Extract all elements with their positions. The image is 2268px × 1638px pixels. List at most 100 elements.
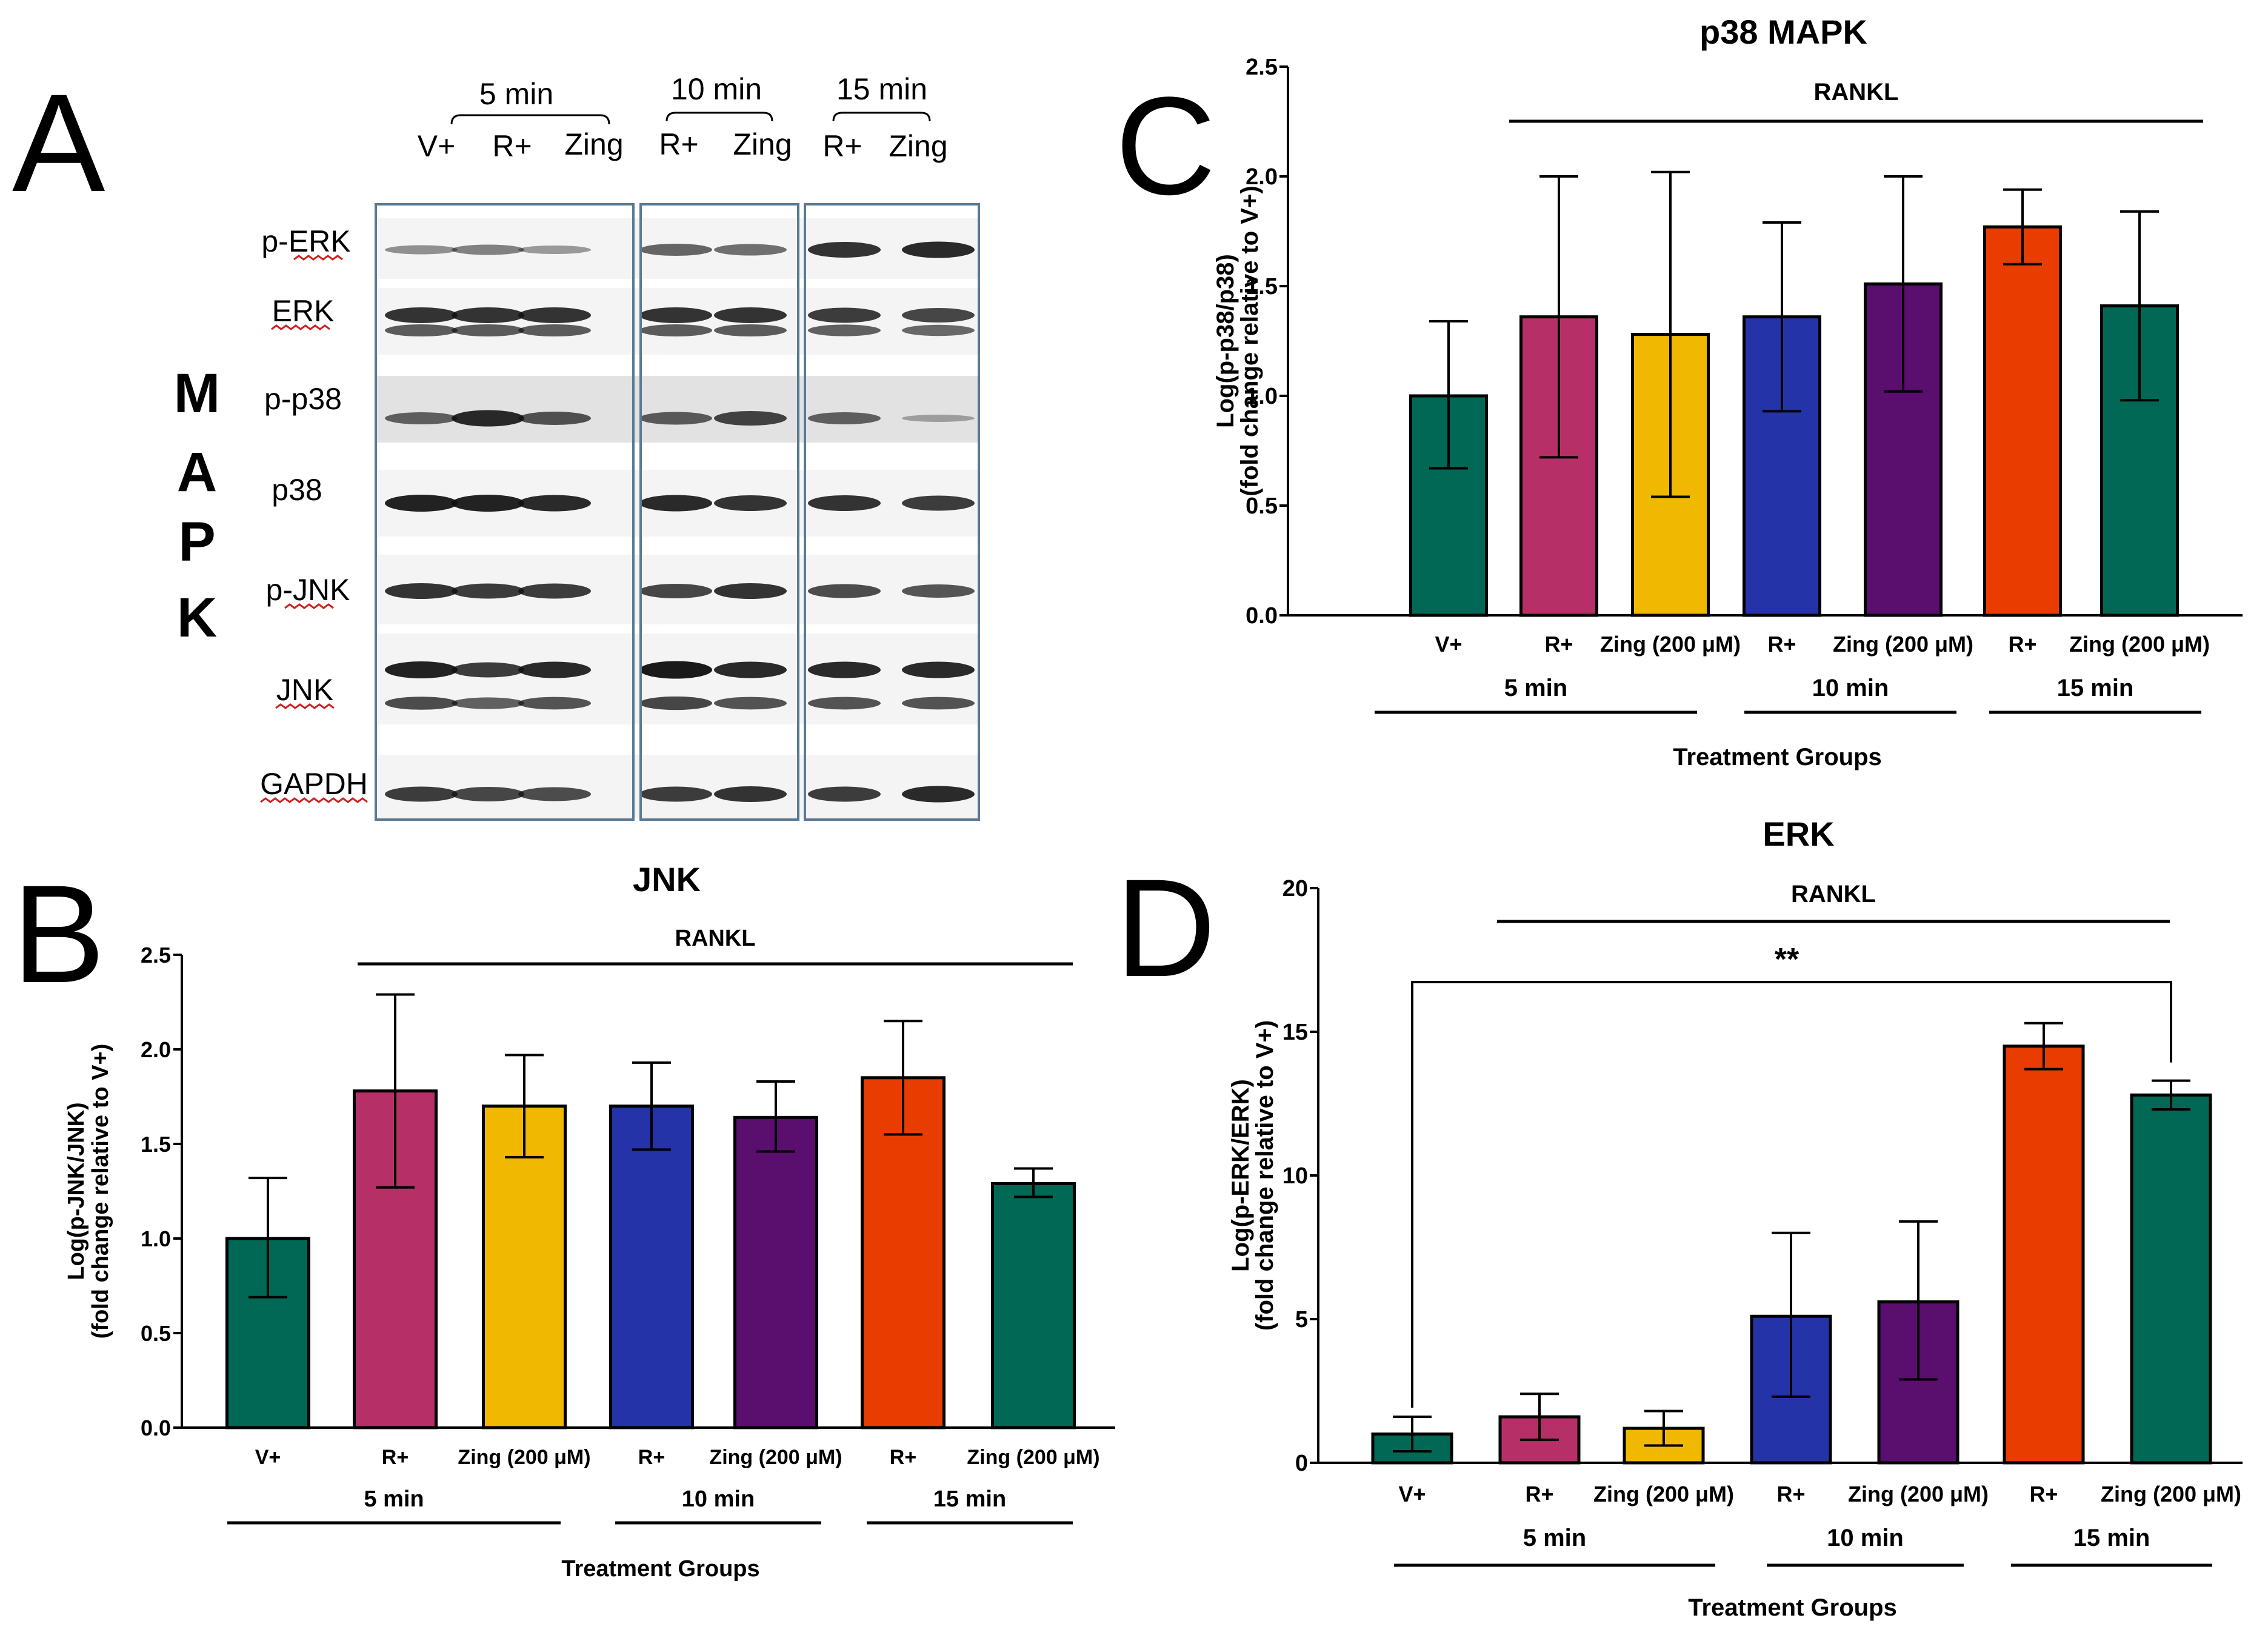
y-tick-label: 15	[1282, 1020, 1308, 1045]
bar	[482, 1105, 567, 1429]
blot-band	[639, 412, 712, 425]
blot-band	[639, 661, 712, 679]
chart-title: JNK	[633, 860, 701, 898]
blot-frame	[639, 203, 799, 821]
blot-band	[639, 307, 712, 323]
y-axis-label: Log(p-p38/p38)	[1212, 254, 1239, 428]
blot-frame	[375, 203, 635, 821]
y-axis-label-secondary: (fold change relative to V+)	[1252, 1020, 1278, 1331]
time-group-label: 15 min	[933, 1486, 1006, 1512]
x-axis-label: Treatment Groups	[1688, 1594, 1897, 1621]
blot-band	[808, 324, 881, 336]
x-axis-label: Treatment Groups	[561, 1556, 759, 1582]
blot-band	[714, 307, 787, 323]
x-tick-label: Zing (200 μM)	[1833, 632, 1973, 657]
blot-band	[385, 786, 458, 802]
x-tick-label: R+	[1544, 632, 1573, 657]
blot-strip	[376, 633, 979, 724]
time-group-label: 10 min	[1812, 675, 1889, 701]
blot-band	[902, 324, 975, 336]
x-tick-label: Zing (200 μM)	[1593, 1482, 1734, 1506]
blot-band	[452, 307, 524, 323]
y-tick-label: 1.0	[1246, 384, 1278, 409]
blot-band	[639, 696, 712, 710]
y-tick-label: 0.5	[1246, 493, 1278, 519]
chart-p38-mapk: p38 MAPK 0.0 0.5 1.0 1.5 2.0 2.5 Log(p-p38/p38)…	[1212, 13, 2243, 771]
chart-title: ERK	[1763, 815, 1834, 853]
blot-row-label: p-ERK	[261, 224, 350, 258]
bar	[2003, 1045, 2085, 1465]
blot-strip	[376, 755, 979, 818]
blot-band	[518, 412, 591, 425]
rankl-label: RANKL	[1814, 79, 1899, 105]
x-tick-label: V+	[1435, 632, 1462, 657]
spellcheck-mark	[271, 324, 330, 330]
blot-lane-label: R+	[659, 127, 698, 161]
blot-band	[714, 697, 787, 710]
blot-band	[639, 324, 712, 336]
blot-band	[714, 661, 787, 678]
blot-band	[902, 661, 975, 678]
spellcheck-mark	[260, 797, 368, 803]
blot-lane-label: Zing	[564, 127, 623, 161]
mapk-letter: A	[177, 441, 217, 503]
blot-lane-label: R+	[822, 129, 862, 163]
blot-brace	[450, 114, 610, 125]
x-tick-label: Zing (200 μM)	[967, 1446, 1099, 1469]
blot-band	[452, 787, 524, 801]
y-tick-label: 2.5	[141, 943, 171, 968]
blot-band	[385, 324, 458, 336]
x-tick-label: R+	[1767, 632, 1796, 657]
blot-bands	[385, 241, 975, 803]
y-tick-label: 1.5	[141, 1132, 171, 1157]
chart-jnk: JNK 0.0 0.5 1.0 1.5 2.0 2.5 Log(p-JNK/JNK)(fold…	[64, 860, 1115, 1582]
time-group-label: 5 min	[364, 1486, 424, 1512]
y-tick-label: 0	[1295, 1451, 1308, 1476]
blot-row-label: p-JNK	[266, 573, 350, 607]
x-tick-label: V+	[1398, 1482, 1426, 1506]
x-tick-label: Zing (200 μM)	[1848, 1482, 1989, 1506]
y-axis-label: Log(p-JNK/JNK)	[64, 1102, 89, 1280]
blot-band	[518, 324, 591, 336]
spellcheck-mark	[284, 603, 334, 609]
chart-erk: ERK 0 5 10 15 20 Log(p-ERK/ERK)(fold change re…	[1227, 815, 2243, 1621]
blot-band	[452, 495, 524, 512]
blot-band	[518, 661, 591, 678]
blot-band	[385, 412, 458, 424]
panel-letter-b: B	[12, 856, 105, 1012]
bar	[733, 1115, 818, 1429]
blot-band	[902, 697, 975, 710]
blot-time-15min: 15 min	[836, 72, 927, 106]
time-group-label: 10 min	[1827, 1525, 1904, 1551]
y-tick-label: 1.5	[1246, 274, 1278, 299]
blot-band	[808, 697, 881, 710]
blot-band	[639, 495, 712, 512]
blot-band	[808, 307, 881, 323]
blot-band	[385, 697, 458, 710]
blot-brace	[665, 112, 773, 122]
blot-band	[452, 697, 524, 709]
blot-time-10min: 10 min	[671, 72, 762, 106]
y-axis-label-secondary: (fold change relative to V+)	[1236, 186, 1263, 496]
blot-side-label: M A P K	[174, 363, 221, 649]
time-group-label: 5 min	[1523, 1525, 1586, 1551]
mapk-letter: P	[178, 511, 215, 573]
x-axis-label: Treatment Groups	[1673, 744, 1882, 771]
time-group-label: 15 min	[2057, 675, 2134, 701]
blot-band	[639, 244, 712, 256]
blot-band	[452, 662, 524, 678]
blot-band	[808, 584, 881, 598]
blot-band	[639, 786, 712, 802]
blot-band	[518, 583, 591, 599]
blot-band	[808, 242, 881, 258]
y-tick-label: 1.0	[141, 1226, 171, 1251]
blot-row-label: GAPDH	[260, 767, 368, 801]
x-tick-label: R+	[382, 1446, 409, 1469]
x-tick-label: Zing (200 μM)	[1600, 632, 1741, 657]
y-tick-label: 20	[1282, 876, 1308, 901]
blot-band	[452, 410, 524, 427]
x-tick-label: V+	[255, 1446, 281, 1469]
blot-band	[714, 583, 787, 599]
blot-band	[385, 495, 458, 512]
